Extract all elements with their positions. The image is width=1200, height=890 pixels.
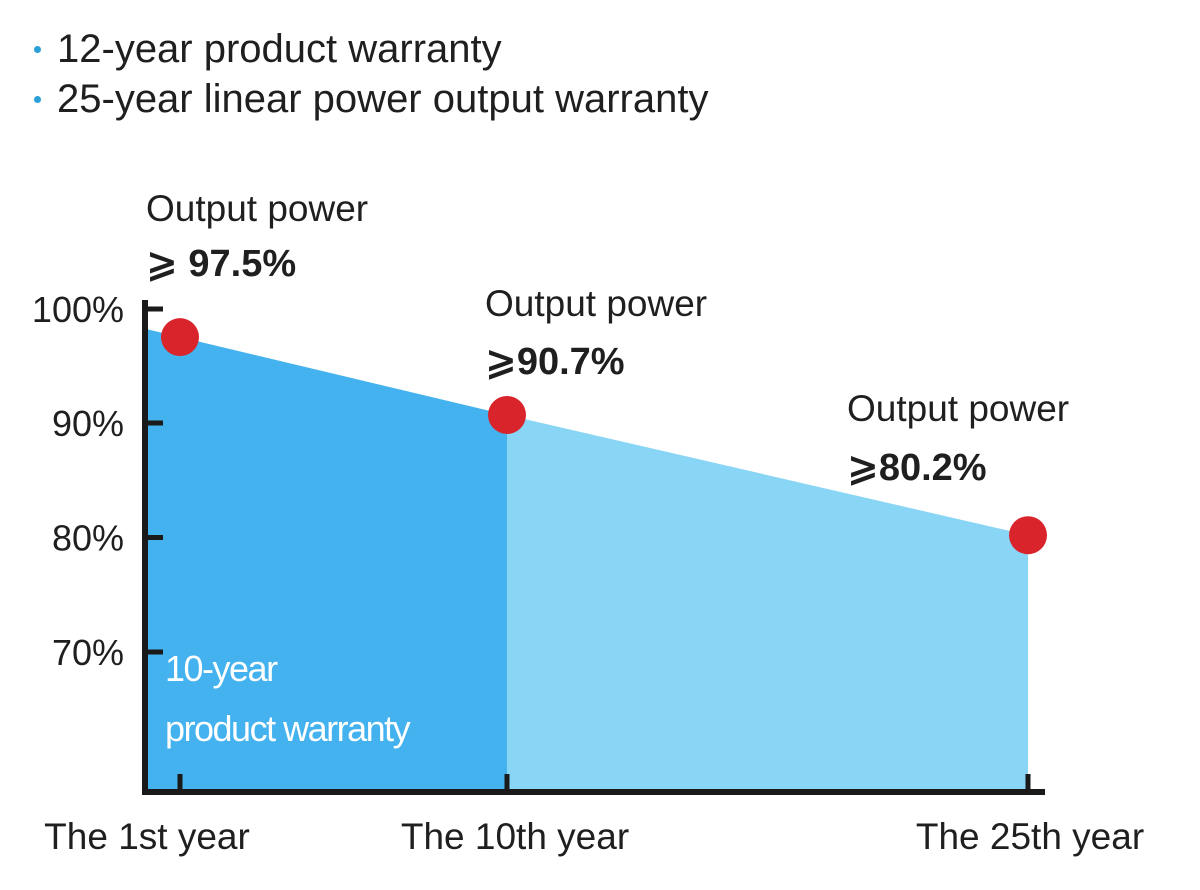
bullet-dot-icon: [34, 95, 41, 103]
data-label-value: ⩾90.7%: [485, 341, 625, 383]
data-point: [488, 395, 526, 434]
data-label-value: ⩾ 97.5%: [146, 243, 296, 285]
bullet-item: 12-year product warranty: [34, 24, 708, 74]
region-label-line2: product warranty: [165, 708, 411, 749]
data-label-title: Output power: [146, 188, 368, 229]
bullet-text: 12-year product warranty: [57, 27, 502, 71]
bullet-item: 25-year linear power output warranty: [34, 74, 708, 124]
data-point: [1009, 516, 1047, 555]
data-label-title: Output power: [847, 388, 1069, 429]
x-tick-label: The 10th year: [401, 816, 629, 857]
data-label-title: Output power: [485, 283, 707, 324]
x-tick-label: The 25th year: [916, 816, 1144, 857]
data-point: [161, 318, 199, 357]
power-warranty-region: [507, 414, 1028, 792]
bullet-dot-icon: [34, 45, 41, 53]
y-tick-label: 100%: [32, 289, 124, 330]
warranty-bullets: 12-year product warranty 25-year linear …: [34, 24, 708, 124]
bullet-text: 25-year linear power output warranty: [57, 77, 709, 121]
y-tick-label: 90%: [52, 403, 124, 444]
product-warranty-region: [145, 328, 507, 792]
y-tick-label: 70%: [52, 632, 124, 673]
region-label-line1: 10-year: [165, 648, 278, 689]
data-label-value: ⩾80.2%: [847, 447, 987, 489]
y-tick-label: 80%: [52, 518, 124, 559]
x-tick-label: The 1st year: [44, 816, 250, 857]
